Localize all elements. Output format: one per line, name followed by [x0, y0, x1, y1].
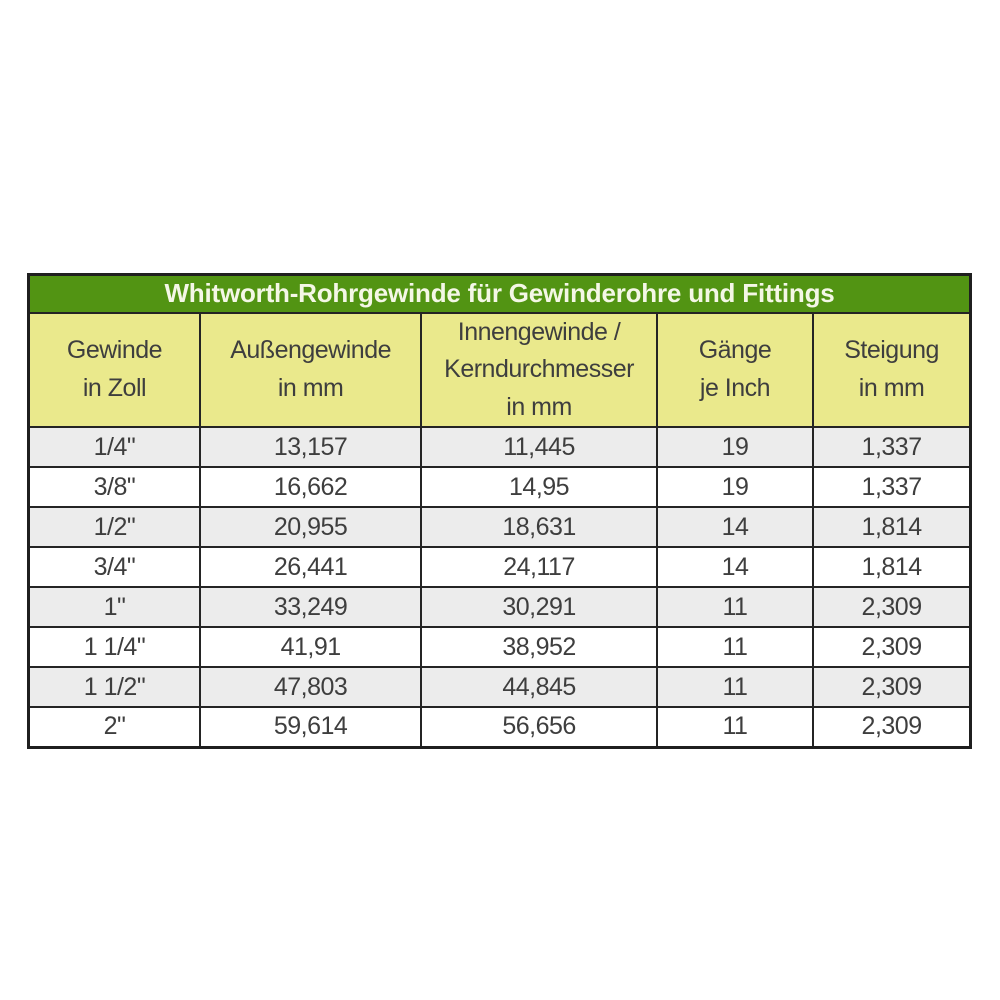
table-cell: 2,309 [812, 666, 972, 708]
col-header-steigung: Steigung in mm [812, 311, 972, 428]
table-cell: 24,117 [420, 546, 658, 588]
col-header-gaenge: Gänge je Inch [655, 311, 815, 428]
table-cell: 1,814 [812, 506, 972, 548]
table-cell: 3/4" [27, 546, 201, 588]
table-row: 1 1/2" 47,803 44,845 11 2,309 [27, 666, 972, 708]
table-cell: 47,803 [198, 666, 423, 708]
table-cell: 56,656 [420, 706, 658, 748]
table-title: Whitworth-Rohrgewinde für Gewinderohre u… [27, 273, 972, 314]
table-cell: 11 [655, 626, 815, 668]
whitworth-thread-table-container: Whitworth-Rohrgewinde für Gewinderohre u… [27, 273, 972, 749]
table-row: 2" 59,614 56,656 11 2,309 [27, 706, 972, 748]
table-row: 1/4" 13,157 11,445 19 1,337 [27, 426, 972, 468]
table-cell: 1 1/2" [27, 666, 201, 708]
col-header-innengewinde: Innengewinde / Kerndurchmesser in mm [420, 311, 658, 428]
table-cell: 19 [655, 466, 815, 508]
table-cell: 1,337 [812, 426, 972, 468]
table-cell: 1,814 [812, 546, 972, 588]
table-cell: 1/4" [27, 426, 201, 468]
whitworth-thread-table: Whitworth-Rohrgewinde für Gewinderohre u… [27, 273, 972, 749]
table-cell: 3/8" [27, 466, 201, 508]
table-cell: 2" [27, 706, 201, 748]
table-cell: 38,952 [420, 626, 658, 668]
col-header-aussengewinde: Außengewinde in mm [198, 311, 423, 428]
table-cell: 30,291 [420, 586, 658, 628]
table-row: 3/4" 26,441 24,117 14 1,814 [27, 546, 972, 588]
table-cell: 19 [655, 426, 815, 468]
table-row: 1" 33,249 30,291 11 2,309 [27, 586, 972, 628]
table-cell: 11,445 [420, 426, 658, 468]
table-cell: 14 [655, 506, 815, 548]
table-cell: 13,157 [198, 426, 423, 468]
table-cell: 2,309 [812, 706, 972, 748]
table-cell: 44,845 [420, 666, 658, 708]
table-title-row: Whitworth-Rohrgewinde für Gewinderohre u… [27, 273, 972, 314]
table-cell: 26,441 [198, 546, 423, 588]
table-header-row: Gewinde in Zoll Außengewinde in mm Innen… [27, 311, 972, 428]
table-row: 1/2" 20,955 18,631 14 1,814 [27, 506, 972, 548]
table-cell: 16,662 [198, 466, 423, 508]
table-cell: 11 [655, 666, 815, 708]
table-cell: 14 [655, 546, 815, 588]
table-cell: 18,631 [420, 506, 658, 548]
table-cell: 11 [655, 706, 815, 748]
col-header-gewinde-in-zoll: Gewinde in Zoll [27, 311, 201, 428]
table-row: 3/8" 16,662 14,95 19 1,337 [27, 466, 972, 508]
table-cell: 11 [655, 586, 815, 628]
table-cell: 33,249 [198, 586, 423, 628]
table-cell: 1,337 [812, 466, 972, 508]
table-cell: 59,614 [198, 706, 423, 748]
table-cell: 1" [27, 586, 201, 628]
table-cell: 1/2" [27, 506, 201, 548]
table-cell: 41,91 [198, 626, 423, 668]
table-cell: 2,309 [812, 586, 972, 628]
table-cell: 20,955 [198, 506, 423, 548]
table-cell: 2,309 [812, 626, 972, 668]
table-cell: 1 1/4" [27, 626, 201, 668]
table-row: 1 1/4" 41,91 38,952 11 2,309 [27, 626, 972, 668]
table-cell: 14,95 [420, 466, 658, 508]
